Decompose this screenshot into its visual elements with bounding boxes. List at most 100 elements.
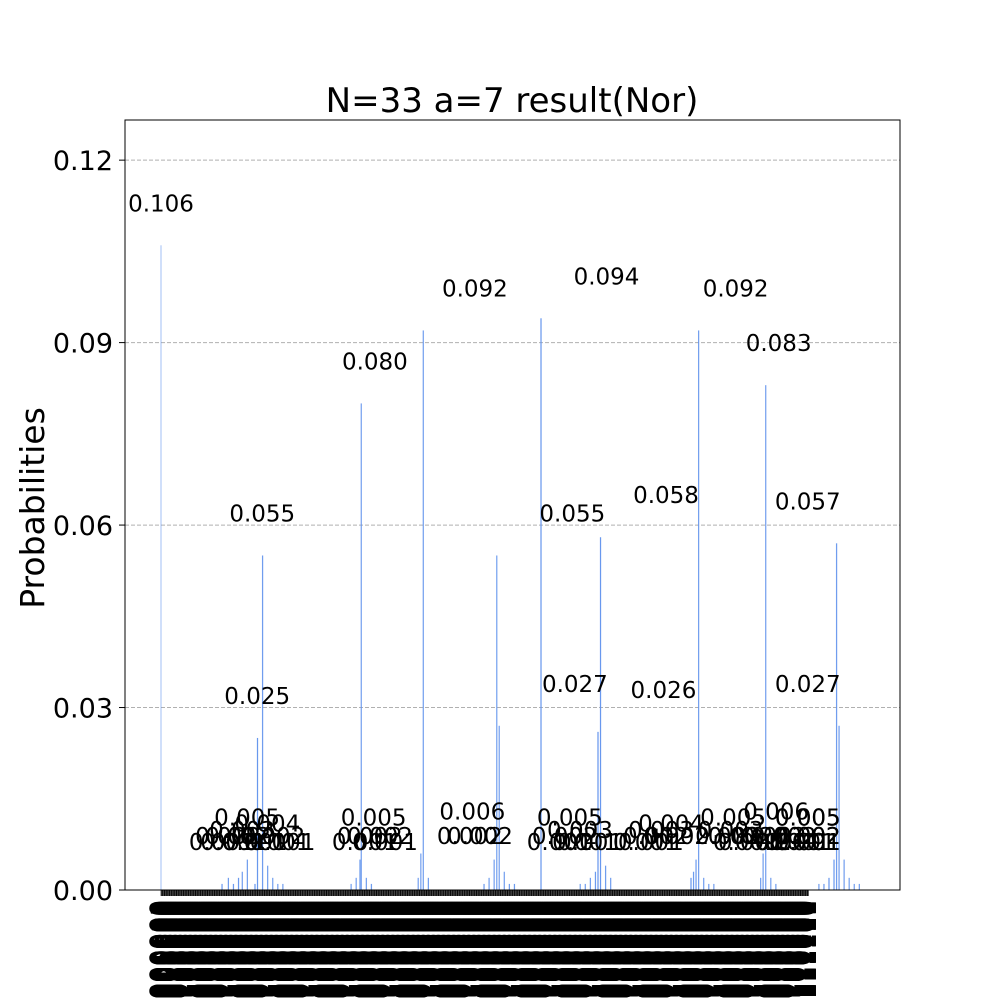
bar: [713, 883, 714, 890]
x-tick-label: 0001011110: [205, 900, 235, 1000]
x-tick-label: 0000101111: [175, 900, 205, 1000]
x-axis-ticks: 0000000000000000000100000000100000000011…: [146, 890, 823, 1000]
bar: [597, 731, 598, 890]
x-tick-label: 0000010110: [159, 900, 189, 1000]
x-tick-label: 0001001000: [191, 900, 221, 1000]
bar: [420, 853, 422, 890]
bar: [371, 883, 373, 890]
x-tick-label: 0001001100: [194, 900, 224, 1000]
x-tick-label: 0000111011: [183, 900, 213, 1000]
bar: [604, 865, 606, 890]
bar-value-label: 0.002: [775, 824, 841, 850]
bar-value-label: 0.001: [245, 830, 311, 856]
bar: [365, 877, 367, 890]
bar: [360, 859, 361, 890]
x-tick-label: 0000101001: [171, 900, 201, 1000]
bar-value-label: 0.003: [547, 818, 613, 844]
bar: [770, 877, 771, 890]
x-tick-label: 0000001001: [151, 900, 181, 1000]
x-tick-label: 0000010100: [158, 900, 188, 1000]
bar: [696, 859, 697, 890]
bar: [351, 883, 352, 890]
x-tick-label: 0000000001: [146, 900, 176, 1000]
bar-value-label: 0.058: [633, 483, 699, 509]
bar-value-label: 0.106: [128, 191, 194, 217]
x-tick-label: 0000100111: [170, 900, 200, 1000]
x-tick-label: 0000001111: [155, 900, 185, 1000]
bar-value-label: 0.092: [442, 276, 508, 302]
x-tick-label: 0001101101: [214, 900, 244, 1000]
bar-value-label: 0.001: [332, 830, 398, 856]
x-tick-label: 0000101100: [173, 900, 203, 1000]
x-tick-label: 0001110010: [218, 900, 248, 1000]
bar: [237, 877, 239, 890]
y-tick-label: 0.00: [53, 876, 113, 907]
bar-value-label: 0.001: [200, 830, 266, 856]
x-tick-label: 0000010011: [158, 900, 188, 1000]
x-tick-label: 0000000101: [149, 900, 179, 1000]
bar-value-label: 0.002: [775, 824, 841, 850]
x-tick-label: 0000011001: [161, 900, 191, 1000]
bar-value-label: 0.094: [574, 264, 640, 290]
bar: [594, 871, 596, 890]
bar: [428, 877, 429, 890]
x-tick-label: 0000111110: [185, 900, 215, 1000]
x-tick-label: 0000100101: [169, 900, 199, 1000]
bar: [282, 883, 284, 890]
bar-value-label: 0.001: [189, 830, 255, 856]
bar: [854, 883, 855, 890]
bar: [579, 883, 581, 890]
x-tick-label: 0001011111: [206, 900, 236, 1000]
bar: [423, 330, 424, 890]
x-tick-label: 0001100010: [208, 900, 238, 1000]
bar: [483, 883, 485, 890]
bar: [765, 385, 766, 890]
x-tick-label: 0000100010: [167, 900, 197, 1000]
bar-value-label: 0.001: [618, 830, 684, 856]
bar: [600, 537, 602, 890]
bar-value-label: 0.002: [751, 824, 817, 850]
x-tick-label: 0000010001: [156, 900, 186, 1000]
bar-value-label: 0.003: [628, 818, 694, 844]
bar: [359, 859, 361, 890]
bar: [238, 877, 240, 890]
bar: [828, 877, 829, 890]
x-tick-label: 0001011101: [204, 900, 234, 1000]
bar: [818, 883, 819, 890]
bar: [770, 877, 772, 890]
bar-value-label: 0.005: [775, 806, 841, 832]
bar-value-label: 0.001: [222, 830, 288, 856]
x-tick-label: 0001000101: [189, 900, 219, 1000]
bar-value-label: 0.057: [775, 489, 841, 515]
bar: [508, 883, 510, 890]
x-tick-label: 0001101011: [213, 900, 243, 1000]
bar-value-label: 0.001: [713, 830, 779, 856]
bar-value-label: 0.001: [718, 830, 784, 856]
bar: [160, 245, 162, 891]
bar: [504, 871, 505, 890]
x-tick-label: 0000011111: [165, 900, 195, 1000]
bar: [366, 877, 367, 890]
x-tick-label: 0001000110: [190, 900, 220, 1000]
bar-value-label: 0.001: [250, 830, 316, 856]
x-tick-label: 0000010111: [160, 900, 190, 1000]
bar: [590, 877, 592, 890]
x-tick-label: 0001101010: [213, 900, 243, 1000]
bar-value-label: 0.004: [234, 812, 300, 838]
bar: [849, 877, 850, 890]
x-tick-label: 0000101110: [175, 900, 205, 1000]
x-tick-label: 0001101100: [214, 900, 244, 1000]
bar-value-label: 0.001: [527, 830, 593, 856]
x-tick-label: 0001010111: [201, 900, 231, 1000]
bar: [496, 555, 498, 890]
bar: [257, 737, 259, 890]
bar-value-label: 0.001: [552, 830, 618, 856]
bar: [221, 883, 223, 890]
x-tick-label: 0001101110: [215, 900, 245, 1000]
bar: [356, 877, 357, 890]
x-tick-label: 0001011100: [204, 900, 234, 1000]
x-tick-label: 0001101111: [216, 900, 246, 1000]
x-tick-label: 0001000111: [190, 900, 220, 1000]
x-tick-label: 0000000111: [150, 900, 180, 1000]
bar: [823, 883, 824, 890]
